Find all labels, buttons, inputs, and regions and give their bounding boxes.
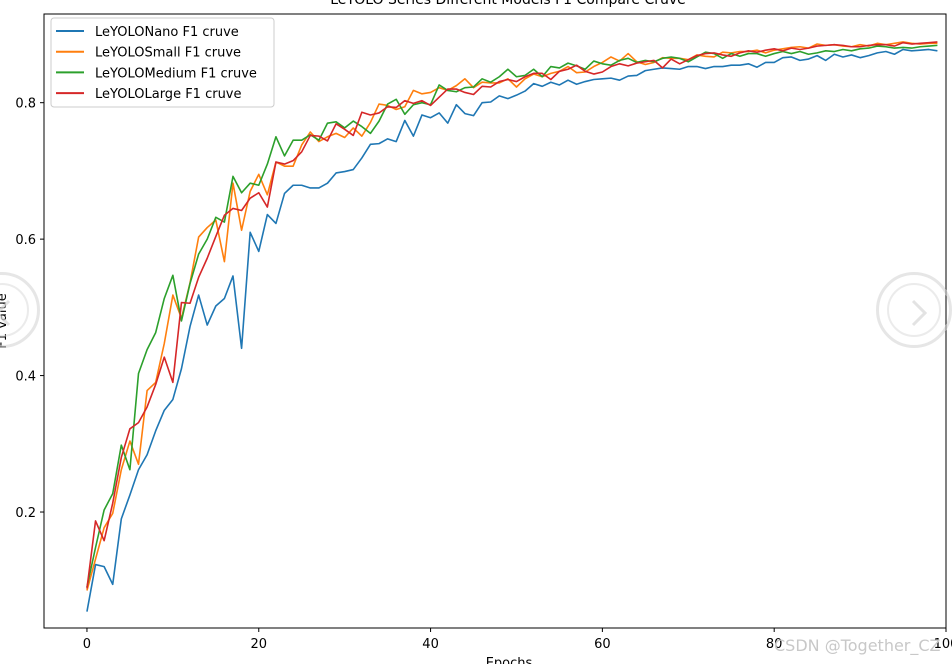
y-tick-label: 0.4 <box>15 370 36 385</box>
x-tick-label: 80 <box>766 637 783 652</box>
series-line-3 <box>86 41 938 589</box>
x-tick-label: 20 <box>250 637 267 652</box>
x-axis: 0 20 40 60 80 100 <box>83 628 952 652</box>
y-tick-label: 0.8 <box>15 97 36 112</box>
chevron-right-icon <box>911 299 928 327</box>
x-tick-label: 40 <box>422 637 439 652</box>
x-axis-label: Epochs <box>486 656 533 664</box>
chart-title: LeYOLO Series Different Models F1 Compar… <box>330 0 686 8</box>
legend-box <box>50 17 275 108</box>
next-image-button[interactable] <box>876 272 952 348</box>
y-tick-label: 0.6 <box>15 233 36 248</box>
legend-label-1: LeYOLOSmall F1 cruve <box>95 46 241 61</box>
series-line-0 <box>86 48 938 612</box>
series-line-2 <box>86 44 938 588</box>
watermark: CSDN @Together_CZ <box>774 636 941 655</box>
series-line-1 <box>86 41 938 591</box>
y-tick-label: 0.2 <box>15 506 36 521</box>
legend: LeYOLONano F1 cruve LeYOLOSmall F1 cruve L… <box>50 17 275 108</box>
legend-label-0: LeYOLONano F1 cruve <box>95 25 239 40</box>
x-tick-label: 100 <box>934 637 952 652</box>
next-button-ring <box>887 283 941 337</box>
legend-label-3: LeYOLOLarge F1 cruve <box>95 87 242 102</box>
y-axis: 0.2 0.4 0.6 0.8 <box>15 97 44 521</box>
legend-label-2: LeYOLOMedium F1 cruve <box>95 66 257 81</box>
chevron-left-icon <box>0 299 11 327</box>
x-tick-label: 60 <box>594 637 611 652</box>
series-layer <box>86 41 938 612</box>
x-tick-label: 0 <box>83 637 91 652</box>
